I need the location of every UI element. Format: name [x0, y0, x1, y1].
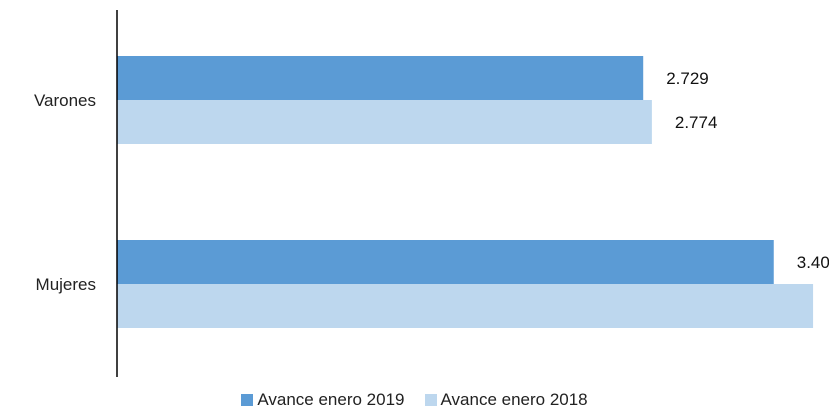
data-label-varones-series-0: 2.729	[666, 69, 709, 88]
legend-item-2018: Avance enero 2018	[424, 390, 588, 410]
category-label-varones: Varones	[34, 91, 96, 110]
bar-varones-series-1	[117, 100, 652, 144]
data-label-varones-series-1: 2.774	[675, 113, 718, 132]
legend-swatch-2019	[241, 394, 254, 406]
bars-group	[117, 56, 814, 328]
legend-label-2018: Avance enero 2018	[440, 390, 588, 409]
legend-label-2019: Avance enero 2019	[257, 390, 405, 409]
legend-swatch-2018	[424, 394, 437, 406]
category-label-mujeres: Mujeres	[36, 275, 96, 294]
legend-item-2019: Avance enero 2019	[241, 390, 405, 410]
bar-mujeres-series-1	[117, 284, 814, 328]
bar-varones-series-0	[117, 56, 644, 100]
data-label-mujeres-series-0: 3.406	[797, 253, 829, 272]
legend: Avance enero 2019 Avance enero 2018	[0, 390, 829, 410]
bar-mujeres-series-0	[117, 240, 774, 284]
